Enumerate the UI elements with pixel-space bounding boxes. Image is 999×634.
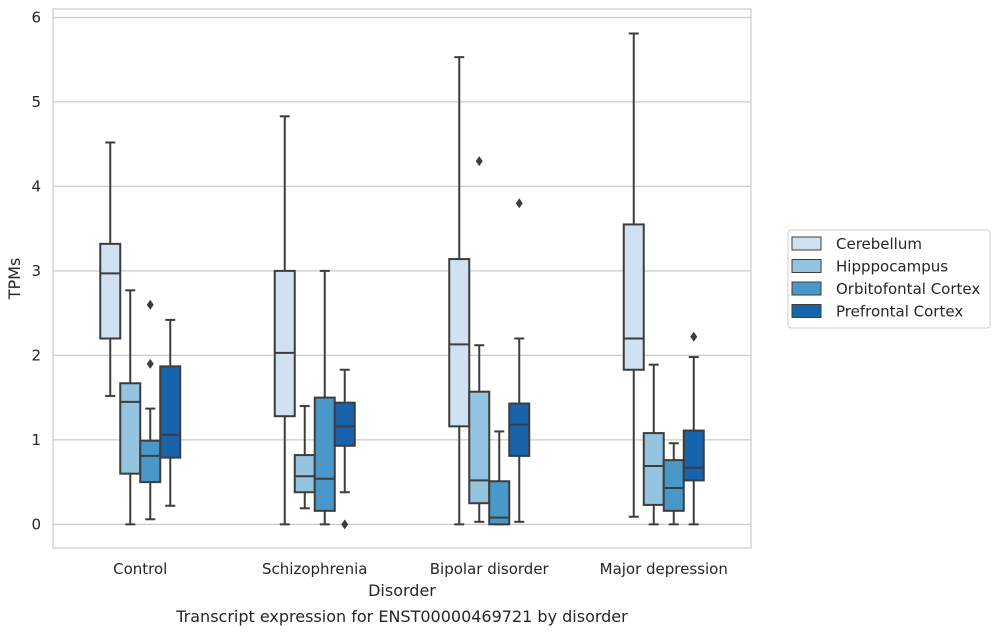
- legend-swatch: [791, 304, 822, 318]
- legend: Cerebellum Hipppocampus Orbitofontal Corte…: [787, 229, 991, 329]
- box-iqr: [313, 396, 336, 512]
- outlier-point: [690, 331, 698, 342]
- y-tick-label: 6: [31, 8, 41, 26]
- box-iqr: [333, 401, 356, 447]
- outlier-point: [146, 358, 154, 369]
- outlier-point: [341, 519, 349, 530]
- box-hipppocampus: [468, 156, 491, 523]
- box-iqr: [662, 459, 685, 512]
- box-iqr: [488, 480, 511, 526]
- box-iqr: [159, 365, 182, 459]
- legend-swatch: [791, 236, 822, 251]
- legend-swatch: [791, 281, 822, 296]
- box-prefrontal-cortex: [333, 368, 356, 530]
- box-prefrontal-cortex: [682, 331, 705, 526]
- box-cerebellum: [99, 141, 122, 397]
- box-cerebellum: [273, 115, 296, 526]
- box-orbitofontal-cortex: [313, 269, 336, 526]
- x-axis-label: Disorder: [368, 581, 436, 600]
- box-iqr: [139, 439, 162, 484]
- x-tick-labels: Control Schizophrenia Bipolar disorder Majo…: [113, 560, 728, 578]
- box-groups: [99, 32, 705, 530]
- y-tick-label: 3: [31, 262, 41, 280]
- box-orbitofontal-cortex: [488, 430, 511, 526]
- x-tick-label: Schizophrenia: [262, 560, 367, 578]
- legend-label: Hipppocampus: [836, 258, 948, 276]
- box-iqr: [293, 454, 316, 494]
- legend-frame: [787, 229, 991, 329]
- box-hipppocampus: [642, 363, 665, 526]
- box-iqr: [468, 390, 491, 505]
- box-prefrontal-cortex: [508, 198, 531, 523]
- box-iqr: [508, 402, 531, 457]
- outlier-point: [146, 299, 154, 310]
- box-prefrontal-cortex: [159, 318, 182, 507]
- box-iqr: [622, 223, 645, 371]
- y-tick-label: 5: [31, 93, 41, 111]
- plot-area-frame: [52, 8, 752, 549]
- legend-label: Cerebellum: [836, 235, 922, 253]
- legend-label: Orbitofontal Cortex: [836, 280, 980, 298]
- y-axis-label: TPMs: [5, 258, 24, 301]
- y-tick-labels: 0 1 2 3 4 5 6: [31, 8, 41, 533]
- figure-caption: Transcript expression for ENST0000046972…: [175, 607, 628, 626]
- y-tick-label: 2: [31, 346, 41, 364]
- box-cerebellum: [448, 56, 471, 526]
- x-tick-label: Control: [113, 560, 167, 578]
- outlier-point: [515, 198, 523, 209]
- box-orbitofontal-cortex: [139, 299, 162, 521]
- box-hipppocampus: [119, 289, 142, 526]
- legend-label: Prefrontal Cortex: [836, 303, 963, 321]
- outlier-point: [475, 156, 483, 167]
- box-iqr: [642, 432, 665, 506]
- y-tick-label: 4: [31, 177, 41, 195]
- box-iqr: [119, 382, 142, 475]
- y-tick-label: 0: [31, 515, 41, 533]
- box-iqr: [99, 242, 122, 340]
- x-tick-label: Bipolar disorder: [430, 560, 550, 578]
- y-tick-label: 1: [31, 431, 41, 449]
- box-iqr: [273, 269, 296, 418]
- box-iqr: [682, 429, 705, 482]
- box-hipppocampus: [293, 405, 316, 510]
- box-cerebellum: [622, 32, 645, 518]
- box-orbitofontal-cortex: [662, 442, 685, 526]
- box-iqr: [448, 258, 471, 428]
- legend-swatch: [791, 259, 822, 273]
- x-tick-label: Major depression: [600, 560, 728, 578]
